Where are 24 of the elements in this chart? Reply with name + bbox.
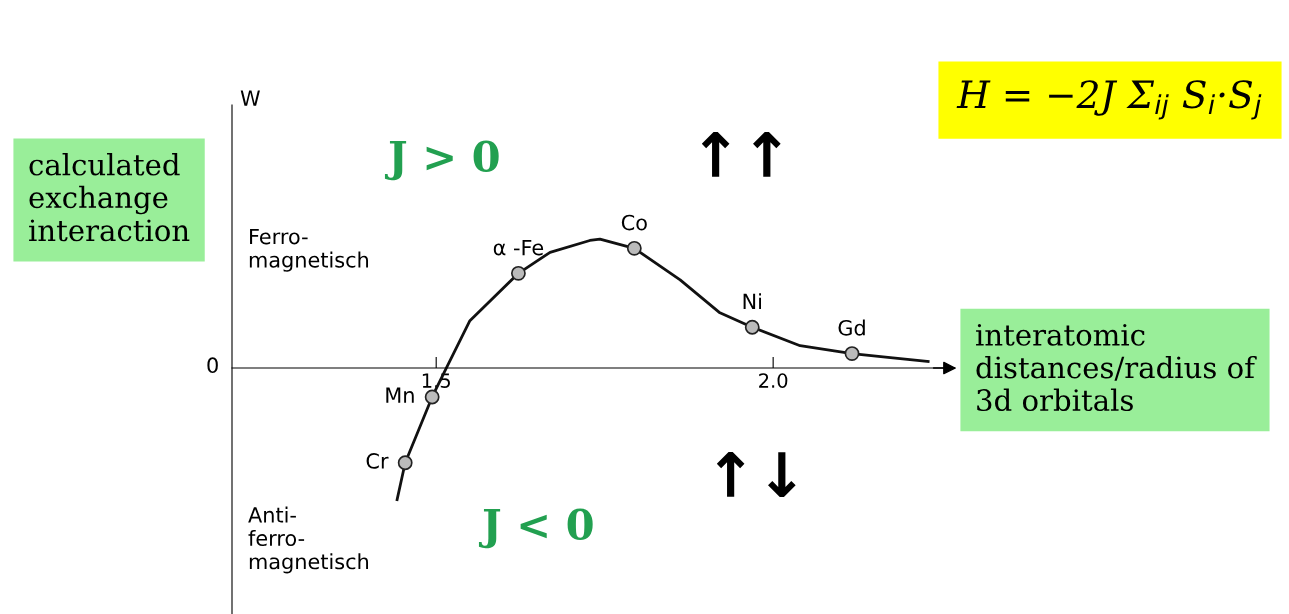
point <box>744 319 760 335</box>
annotation: Gd <box>838 319 865 336</box>
text: ↑↑ <box>701 132 781 177</box>
x-axis-title: interatomic distances/radius of 3d orbitals <box>976 323 1257 412</box>
text: Anti- ferro- magnetisch <box>248 506 369 574</box>
text: H = −2J Σ$_{ij}$ S$_{i}$·S$_{j}$ <box>956 80 1262 120</box>
text: calculated exchange interaction <box>29 153 190 242</box>
text: W <box>240 90 260 106</box>
point <box>626 240 642 256</box>
point <box>424 389 440 405</box>
point <box>397 455 413 471</box>
annotation: ↑↓ <box>716 452 796 498</box>
annotation: Ferro- magnetisch <box>249 228 369 272</box>
annotation: Cr <box>366 453 389 469</box>
annotation: Mn <box>386 387 414 403</box>
annotation: α -Fe <box>493 239 544 256</box>
text: J > 0 <box>384 140 499 181</box>
annotation: Co <box>621 214 647 231</box>
point <box>510 265 526 281</box>
annotation: Ni <box>743 293 761 310</box>
text: J < 0 <box>478 508 593 549</box>
text: 0 <box>207 357 218 374</box>
x-tick-label: 2.0 <box>759 373 788 388</box>
point <box>844 346 860 362</box>
